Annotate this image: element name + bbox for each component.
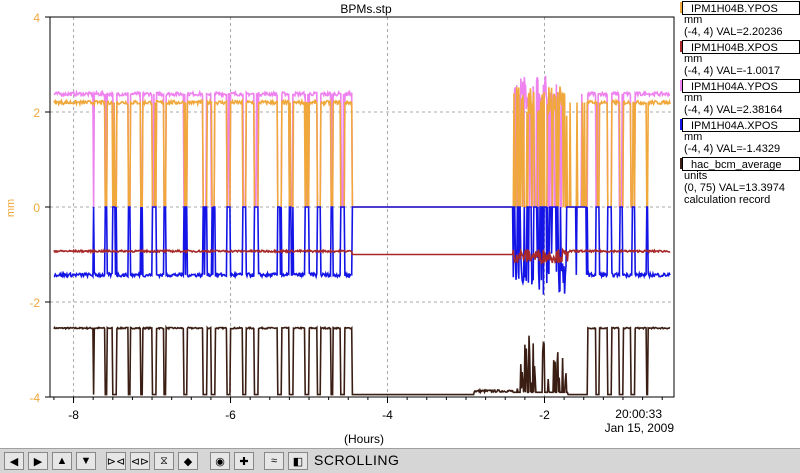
legend-item[interactable]: IPM1H04B.YPOS mm (-4, 4) VAL=2.20236: [676, 0, 800, 39]
legend-units: mm: [684, 14, 703, 26]
zoom-in-horizontal-icon: ⊳⊲: [106, 455, 126, 468]
autoscale-button[interactable]: ≈: [264, 452, 284, 470]
legend-item[interactable]: IPM1H04B.XPOS mm (-4, 4) VAL=-1.0017: [676, 39, 800, 78]
strip-chart[interactable]: BPMs.stp -8 -6 -4 -2 -4 -2 0 2 4 mm (Hours) 20:…: [0, 0, 676, 448]
toolbar: SCROLLING ◀ ▶ ▲ ▼ ⊳⊲ ⊲⊳ ⧖ ◆ ◉ ✚ ≈ ◧: [0, 448, 800, 473]
arrow-down-icon: ▼: [80, 455, 92, 467]
legend-range-value: (-4, 4) VAL=2.20236: [684, 26, 783, 38]
zoom-in-horizontal-button[interactable]: ⊳⊲: [106, 452, 126, 470]
y-tick-label-4: 4: [33, 11, 40, 25]
current-time: 20:00:33: [615, 407, 662, 421]
arrow-left-button[interactable]: ◀: [4, 452, 24, 470]
record-button[interactable]: ◉: [210, 452, 230, 470]
zoom-out-vertical-button[interactable]: ◆: [178, 452, 198, 470]
autoscale-icon: ≈: [270, 455, 278, 467]
y-tick-label-1: -2: [29, 296, 40, 310]
legend-item[interactable]: hac_bcm_average units (0, 75) VAL=13.3974 c…: [676, 156, 800, 206]
scroll-mode-button[interactable]: ◧: [288, 452, 308, 470]
legend-series-name[interactable]: IPM1H04A.YPOS: [682, 79, 800, 93]
legend-range-value: (-4, 4) VAL=2.38164: [684, 104, 783, 116]
zoom-out-vertical-icon: ◆: [183, 455, 193, 468]
series-layer: [53, 75, 671, 396]
legend-extra: calculation record: [684, 194, 771, 206]
arrow-down-button[interactable]: ▼: [76, 452, 96, 470]
series-line-hac-bcm-average: [53, 324, 671, 396]
x-axis-label: (Hours): [344, 432, 384, 446]
x-tick-label-0: -8: [68, 408, 79, 422]
x-axis: -8 -6 -4 -2: [53, 397, 663, 422]
series-line-ipm1h04b-xpos: [53, 247, 671, 266]
legend-range-value: (-4, 4) VAL=-1.4329: [684, 143, 781, 155]
x-tick-label-2: -4: [382, 408, 393, 422]
legend-units: mm: [684, 131, 703, 143]
scroll-mode-icon: ◧: [292, 455, 304, 468]
zoom-in-vertical-button[interactable]: ⧖: [154, 452, 174, 470]
legend-series-name[interactable]: IPM1H04B.XPOS: [682, 40, 800, 54]
arrow-left-icon: ◀: [9, 455, 19, 468]
current-date: Jan 15, 2009: [605, 421, 675, 435]
y-axis: -4 -2 0 2 4: [29, 11, 50, 405]
legend: IPM1H04B.YPOS mm (-4, 4) VAL=2.20236 IPM1H0…: [676, 0, 800, 448]
series-line-ipm1h04a-xpos: [53, 206, 671, 295]
legend-series-name[interactable]: hac_bcm_average: [682, 157, 800, 171]
record-icon: ◉: [215, 455, 225, 468]
arrow-right-button[interactable]: ▶: [28, 452, 48, 470]
legend-series-name[interactable]: IPM1H04B.YPOS: [682, 1, 800, 15]
arrow-right-icon: ▶: [33, 455, 43, 468]
crosshair-button[interactable]: ✚: [234, 452, 254, 470]
legend-series-name[interactable]: IPM1H04A.XPOS: [682, 118, 800, 132]
arrow-up-icon: ▲: [56, 455, 68, 467]
legend-item[interactable]: IPM1H04A.XPOS mm (-4, 4) VAL=-1.4329: [676, 117, 800, 156]
legend-range-value: (-4, 4) VAL=-1.0017: [684, 65, 781, 77]
y-axis-label: mm: [5, 199, 17, 217]
scrolling-status: SCROLLING: [314, 452, 400, 468]
legend-units: mm: [684, 53, 703, 65]
arrow-up-button[interactable]: ▲: [52, 452, 72, 470]
y-tick-label-3: 2: [33, 106, 40, 120]
crosshair-icon: ✚: [239, 455, 249, 468]
legend-range-value: (0, 75) VAL=13.3974: [684, 182, 786, 194]
chart-title: BPMs.stp: [340, 2, 392, 16]
y-tick-label-2: 0: [33, 201, 40, 215]
y-tick-label-0: -4: [29, 391, 40, 405]
x-tick-label-3: -2: [539, 408, 550, 422]
zoom-out-horizontal-button[interactable]: ⊲⊳: [130, 452, 150, 470]
legend-units: mm: [684, 92, 703, 104]
x-tick-label-1: -6: [225, 408, 236, 422]
legend-units: units: [684, 170, 708, 182]
zoom-out-horizontal-icon: ⊲⊳: [130, 455, 150, 468]
zoom-in-vertical-icon: ⧖: [160, 454, 168, 467]
legend-item[interactable]: IPM1H04A.YPOS mm (-4, 4) VAL=2.38164: [676, 78, 800, 117]
